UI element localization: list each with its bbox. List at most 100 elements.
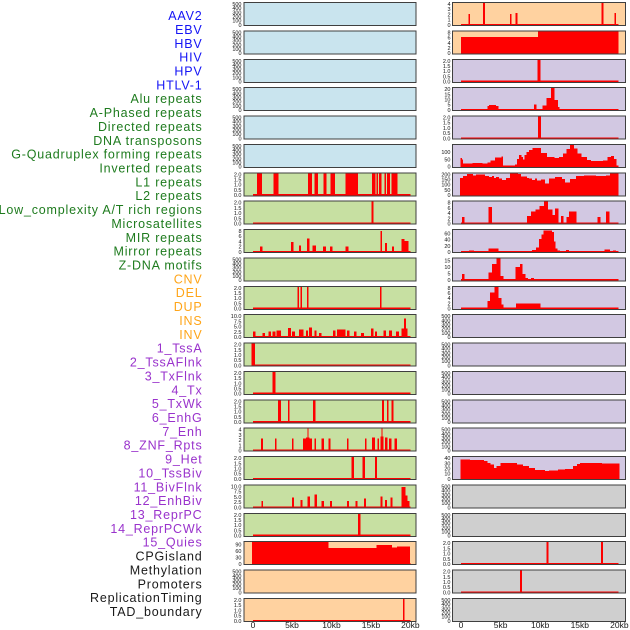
svg-text:4: 4 (238, 239, 241, 245)
svg-text:500: 500 (441, 343, 450, 349)
svg-text:100: 100 (232, 47, 241, 53)
svg-text:2.0: 2.0 (443, 541, 451, 547)
svg-text:200: 200 (441, 383, 450, 389)
svg-text:4: 4 (238, 428, 241, 434)
svg-text:400: 400 (441, 318, 450, 324)
svg-text:2.0: 2.0 (234, 371, 242, 377)
svg-text:50: 50 (444, 158, 450, 164)
svg-text:300: 300 (232, 266, 241, 272)
svg-text:60: 60 (235, 549, 241, 555)
svg-text:200: 200 (232, 128, 241, 134)
svg-text:0: 0 (238, 165, 241, 171)
svg-text:400: 400 (232, 148, 241, 154)
svg-text:1.0: 1.0 (234, 608, 242, 614)
svg-text:0.5: 0.5 (234, 528, 242, 534)
svg-text:0: 0 (238, 250, 241, 256)
svg-text:400: 400 (232, 574, 241, 580)
svg-text:5.0: 5.0 (234, 325, 242, 331)
svg-text:1.5: 1.5 (443, 64, 451, 70)
svg-text:10: 10 (444, 472, 450, 478)
svg-text:6: 6 (447, 291, 450, 297)
svg-text:30: 30 (235, 556, 241, 562)
svg-text:2.5: 2.5 (234, 500, 242, 506)
svg-text:0.5: 0.5 (234, 358, 242, 364)
svg-text:200: 200 (232, 43, 241, 49)
svg-text:1.5: 1.5 (443, 121, 451, 127)
svg-text:20kb: 20kb (610, 620, 629, 630)
svg-text:4: 4 (447, 211, 450, 217)
svg-text:15: 15 (444, 258, 450, 264)
svg-text:0.0: 0.0 (234, 222, 242, 228)
svg-text:500: 500 (232, 570, 241, 576)
svg-text:0.0: 0.0 (234, 363, 242, 369)
svg-text:2.0: 2.0 (443, 116, 451, 122)
svg-text:100: 100 (232, 161, 241, 167)
svg-text:INV: INV (179, 328, 202, 342)
svg-text:1.0: 1.0 (443, 126, 451, 132)
svg-text:3: 3 (447, 7, 450, 13)
svg-text:300: 300 (441, 379, 450, 385)
svg-text:400: 400 (441, 489, 450, 495)
svg-text:0: 0 (447, 363, 450, 369)
svg-text:0.0: 0.0 (443, 590, 451, 596)
svg-text:1.5: 1.5 (234, 348, 242, 354)
svg-text:0: 0 (447, 193, 450, 199)
svg-text:500: 500 (441, 371, 450, 377)
svg-text:1.5: 1.5 (234, 206, 242, 212)
svg-text:400: 400 (232, 35, 241, 41)
svg-text:200: 200 (441, 327, 450, 333)
svg-text:7.5: 7.5 (234, 319, 242, 325)
svg-text:HPV: HPV (174, 65, 202, 79)
svg-text:12_EnhBiv: 12_EnhBiv (135, 494, 203, 508)
svg-text:100: 100 (232, 274, 241, 280)
svg-text:5kb: 5kb (494, 620, 508, 630)
svg-text:0.0: 0.0 (234, 619, 242, 625)
svg-text:6: 6 (238, 234, 241, 240)
svg-text:500: 500 (232, 257, 241, 263)
svg-text:30: 30 (444, 461, 450, 467)
svg-text:400: 400 (232, 120, 241, 126)
svg-text:Low_complexity A/T rich region: Low_complexity A/T rich regions (0, 203, 203, 217)
svg-text:40: 40 (444, 238, 450, 244)
svg-text:300: 300 (232, 124, 241, 130)
svg-text:8: 8 (238, 229, 241, 235)
svg-text:100: 100 (441, 388, 450, 394)
svg-text:300: 300 (232, 578, 241, 584)
svg-text:0: 0 (447, 420, 450, 426)
svg-text:8: 8 (447, 286, 450, 292)
svg-text:2.5: 2.5 (234, 330, 242, 336)
svg-text:150: 150 (441, 178, 450, 184)
svg-text:200: 200 (232, 15, 241, 21)
svg-text:100: 100 (232, 104, 241, 110)
svg-text:6_EnhG: 6_EnhG (152, 411, 203, 425)
svg-text:2.0: 2.0 (234, 172, 242, 178)
svg-text:400: 400 (441, 432, 450, 438)
svg-text:1: 1 (238, 443, 241, 449)
svg-text:1.5: 1.5 (234, 461, 242, 467)
svg-text:2.0: 2.0 (234, 343, 242, 349)
svg-text:500: 500 (441, 428, 450, 434)
svg-text:500: 500 (232, 144, 241, 150)
svg-text:400: 400 (232, 6, 241, 12)
svg-text:500: 500 (232, 116, 241, 122)
svg-text:300: 300 (232, 152, 241, 158)
svg-text:0.5: 0.5 (234, 614, 242, 620)
svg-text:300: 300 (232, 39, 241, 45)
svg-text:200: 200 (232, 71, 241, 77)
svg-text:AAV2: AAV2 (168, 9, 202, 23)
svg-text:TAD_boundary: TAD_boundary (110, 605, 203, 619)
svg-text:500: 500 (232, 30, 241, 36)
svg-text:2: 2 (238, 245, 241, 251)
svg-text:500: 500 (441, 513, 450, 519)
svg-text:500: 500 (441, 314, 450, 320)
svg-text:1.5: 1.5 (443, 575, 451, 581)
svg-text:2: 2 (447, 12, 450, 18)
svg-text:0.0: 0.0 (234, 420, 242, 426)
svg-text:0.0: 0.0 (443, 562, 451, 568)
svg-text:2.0: 2.0 (234, 456, 242, 462)
svg-text:0: 0 (238, 136, 241, 142)
svg-text:200: 200 (441, 440, 450, 446)
svg-text:Z-DNA motifs: Z-DNA motifs (119, 259, 203, 273)
svg-text:20: 20 (444, 244, 450, 250)
svg-text:400: 400 (232, 91, 241, 97)
